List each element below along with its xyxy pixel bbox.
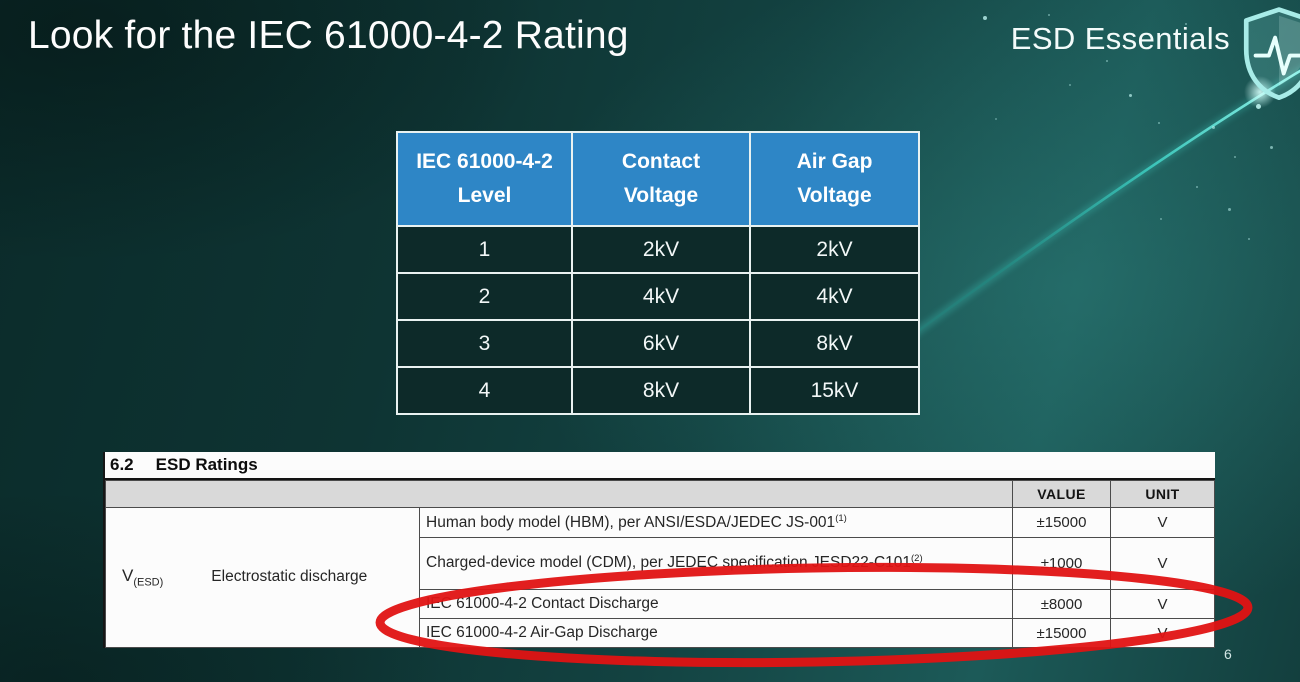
particle-dot [1234,156,1236,158]
column-header-level: IEC 61000-4-2 Level [396,131,573,227]
particle-dot [1160,218,1162,220]
level-cell: 4 [396,366,573,415]
particle-dot [1048,14,1050,16]
particle-dot [1196,186,1198,188]
symbol-vesd: V(ESD) [122,566,164,589]
airgap-voltage-cell: 4kV [749,272,920,321]
table-row: 1 2kV 2kV [396,225,920,274]
parameter-cell: V(ESD) Electrostatic discharge [105,507,420,648]
value-cell: ±15000 [1012,507,1111,538]
particle-dot [983,16,987,20]
particle-dot [1069,84,1071,86]
column-header-contact: Contact Voltage [571,131,751,227]
particle-dot [995,118,997,120]
airgap-voltage-cell: 15kV [749,366,920,415]
level-cell: 3 [396,319,573,368]
particle-dot [1129,94,1132,97]
brand-text: ESD Essentials [1010,21,1230,56]
value-cell: ±1000 [1012,537,1111,590]
level-cell: 2 [396,272,573,321]
table-header-row: IEC 61000-4-2 Level Contact Voltage Air … [396,131,920,227]
table-row: V(ESD) Electrostatic discharge Human bod… [105,507,1215,648]
particle-dot [1216,34,1218,36]
table-row: 3 6kV 8kV [396,319,920,368]
datasheet-header-row: VALUE UNIT [105,480,1215,508]
red-ellipse-annotation [375,562,1253,668]
iec-level-table: IEC 61000-4-2 Level Contact Voltage Air … [396,131,920,415]
value-column-header: VALUE [1012,480,1111,508]
particle-dot [1106,60,1108,62]
contact-voltage-cell: 2kV [571,225,751,274]
test-description: Human body model (HBM), per ANSI/ESDA/JE… [419,507,1013,538]
slide-title: Look for the IEC 61000-4-2 Rating [28,14,629,57]
particle-dot [1185,23,1187,25]
airgap-voltage-cell: 8kV [749,319,920,368]
table-row: IEC 61000-4-2 Contact Discharge ±8000 V [106,589,1215,619]
unit-column-header: UNIT [1110,480,1215,508]
datasheet-section-heading: 6.2 ESD Ratings [105,452,1215,480]
value-cell: ±8000 [1012,589,1111,619]
datasheet-excerpt: 6.2 ESD Ratings VALUE UNIT V(ESD) Electr… [103,452,1215,648]
level-cell: 1 [396,225,573,274]
airgap-voltage-cell: 2kV [749,225,920,274]
section-title: ESD Ratings [155,455,258,474]
section-number: 6.2 [110,455,134,474]
datasheet-header-spacer [105,480,1013,508]
particle-dot [1228,208,1231,211]
test-description: IEC 61000-4-2 Air-Gap Discharge [419,618,1013,648]
contact-voltage-cell: 4kV [571,272,751,321]
table-row: 4 8kV 15kV [396,366,920,415]
esd-ratings-table: VALUE UNIT V(ESD) Electrostatic discharg… [105,480,1215,648]
shield-pulse-icon [1243,7,1300,101]
particle-dot [1270,146,1273,149]
table-row: Charged-device model (CDM), per JEDEC sp… [106,537,1215,590]
unit-cell: V [1110,507,1215,538]
page-number: 6 [1224,646,1232,662]
table-row: 2 4kV 4kV [396,272,920,321]
parameter-label: Electrostatic discharge [211,568,368,586]
column-header-airgap: Air Gap Voltage [749,131,920,227]
contact-voltage-cell: 6kV [571,319,751,368]
test-description: Charged-device model (CDM), per JEDEC sp… [419,537,1013,590]
particle-dot [1248,238,1250,240]
particle-dot [1256,104,1261,109]
particle-dot [1158,122,1160,124]
test-description: IEC 61000-4-2 Contact Discharge [419,589,1013,619]
particle-dot [1212,126,1215,129]
contact-voltage-cell: 8kV [571,366,751,415]
table-row: IEC 61000-4-2 Air-Gap Discharge ±15000 V [106,618,1215,648]
